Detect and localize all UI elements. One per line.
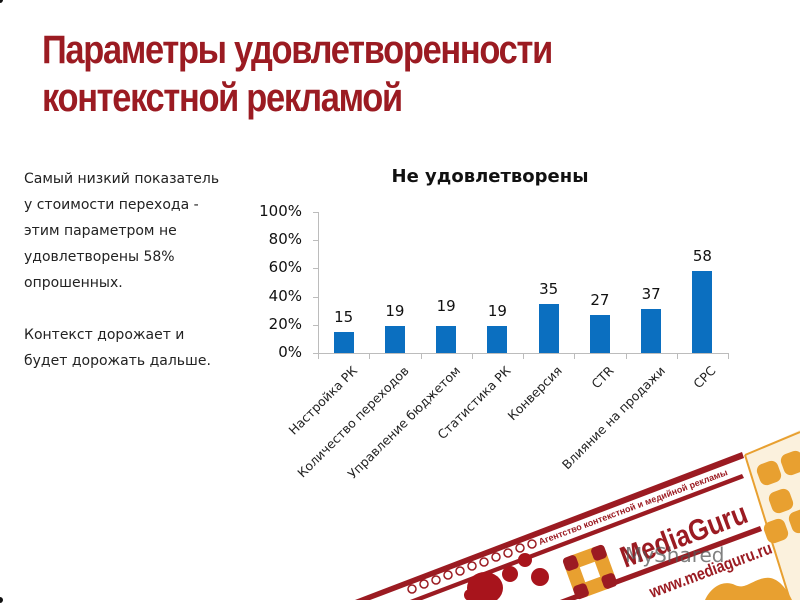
category-label: CPC: [690, 363, 719, 392]
slide-corner-bottom-left: [0, 597, 3, 603]
bar: [538, 303, 559, 353]
category-label: Влияние на продажи: [558, 363, 668, 473]
bar: [384, 326, 405, 353]
x-tick-mark: [523, 353, 524, 359]
x-tick-mark: [728, 353, 729, 359]
x-tick-mark: [420, 353, 422, 359]
bar-value-label: 58: [692, 247, 712, 266]
bar-value-label: 15: [334, 307, 354, 326]
y-tick-label: 0%: [278, 343, 302, 361]
bar-value-label: 35: [539, 279, 559, 298]
bar: [436, 326, 457, 353]
body-text: Самый низкий показатель у стоимости пере…: [24, 166, 224, 400]
x-tick-mark: [318, 353, 319, 359]
x-tick-mark: [676, 353, 678, 359]
y-tick-mark: [313, 296, 318, 298]
title-line-1: Параметры удовлетворенности: [42, 28, 553, 72]
y-tick-label: 60%: [268, 258, 302, 277]
bar: [333, 331, 354, 353]
y-tick-mark: [313, 212, 318, 213]
y-tick-mark: [313, 240, 318, 242]
y-tick-mark: [313, 268, 318, 270]
y-axis: [318, 212, 319, 354]
bar-value-label: 37: [641, 285, 661, 304]
bar: [487, 326, 508, 353]
y-tick-label: 20%: [268, 314, 302, 333]
bar: [589, 314, 610, 353]
bar-value-label: 19: [487, 302, 507, 321]
paragraph-lowest-indicator: Самый низкий показатель у стоимости пере…: [24, 171, 220, 291]
bar-value-label: 27: [590, 290, 610, 309]
y-tick-label: 80%: [268, 230, 302, 249]
y-tick-label: 40%: [268, 286, 302, 305]
y-tick-mark: [313, 353, 318, 354]
x-tick-mark: [574, 353, 576, 359]
x-tick-mark: [369, 353, 371, 359]
x-tick-mark: [471, 353, 473, 359]
slide-title: Параметры удовлетворенности контекстной …: [42, 26, 575, 122]
bar: [692, 271, 713, 353]
category-label: Конверсия: [504, 363, 566, 424]
title-line-2: контекстной рекламой: [42, 76, 403, 120]
slide-corner-top-left: [0, 0, 3, 3]
y-tick-mark: [313, 324, 318, 326]
bar-value-label: 19: [436, 297, 456, 316]
x-tick-mark: [625, 353, 627, 359]
bar-value-label: 19: [385, 302, 405, 321]
chart-title: Не удовлетворены: [391, 166, 589, 187]
bar: [641, 309, 662, 353]
category-label: CTR: [588, 363, 617, 392]
paragraph-context-price: Контекст дорожает и будет дорожать дальш…: [24, 327, 211, 369]
y-tick-label: 100%: [259, 202, 302, 220]
